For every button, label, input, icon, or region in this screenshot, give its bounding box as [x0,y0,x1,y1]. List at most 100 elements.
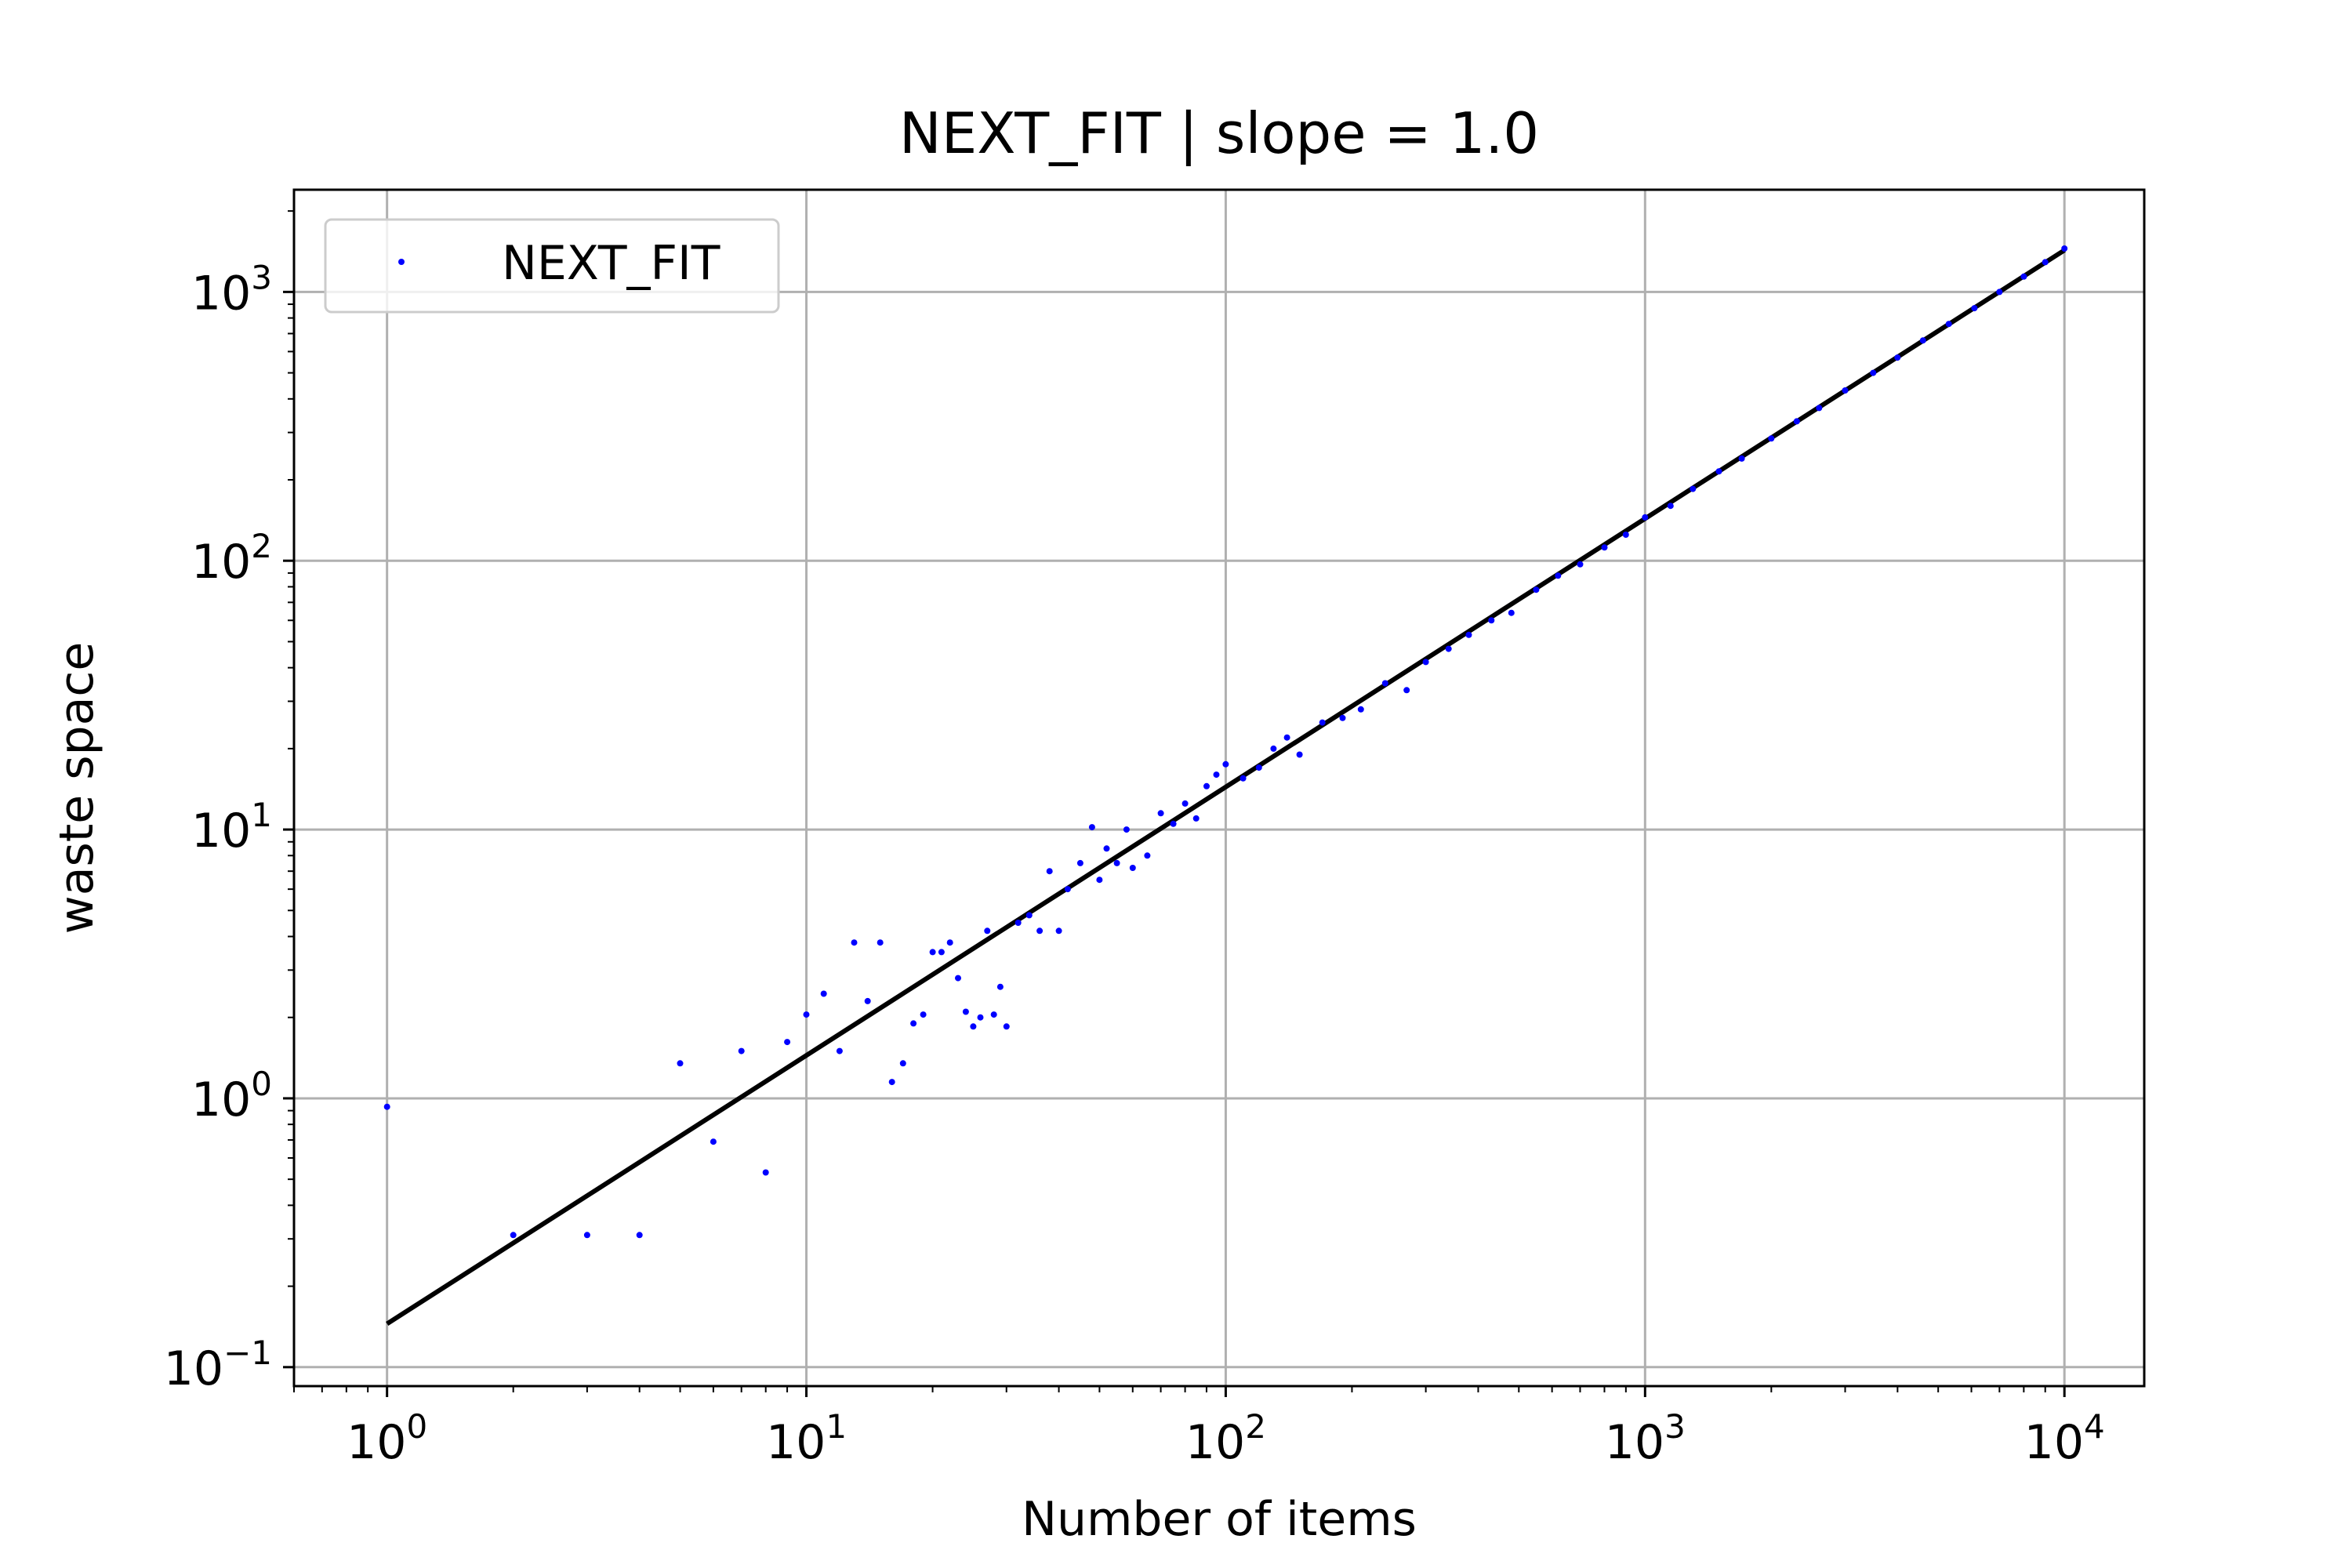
data-point [1096,877,1103,884]
data-point [1577,561,1584,568]
data-point [946,939,953,946]
x-tick-label: 103 [1605,1407,1686,1470]
y-tick-label: 103 [191,258,272,321]
y-tick-label: 101 [191,796,272,858]
data-point [1642,514,1649,521]
data-point [1064,886,1071,893]
data-point [1667,503,1674,510]
data-point [1488,617,1495,624]
data-point [1445,645,1452,652]
data-point [2042,259,2049,266]
data-point [1894,354,1901,361]
data-point [510,1232,517,1239]
data-point [1181,800,1189,807]
data-point [583,1232,590,1239]
data-point [1076,859,1083,866]
data-point [1622,532,1629,538]
legend-marker [398,259,405,265]
data-point [1123,826,1130,833]
data-point [1240,775,1247,782]
data-point [851,939,858,946]
y-tick-label: 10−1 [164,1334,272,1396]
data-point [1403,687,1410,694]
data-point [1055,927,1062,935]
data-point [899,1060,906,1067]
data-point [1381,680,1388,687]
data-point [996,983,1004,990]
data-point [1170,820,1177,827]
data-point [1283,734,1290,741]
data-point [1793,418,1800,425]
data-point [1339,714,1346,721]
data-point [1690,485,1697,492]
x-tick-label: 101 [766,1407,847,1470]
data-point [1157,810,1164,817]
series-layer [383,245,2068,1327]
data-point [1768,435,1775,442]
data-point [1296,751,1303,758]
ticks: 100 101 102 103 104 10−1 100 101 102 103 [164,210,2105,1470]
data-point [864,997,871,1004]
data-point [1144,852,1151,859]
data-point [929,949,936,956]
y-tick-label: 100 [191,1065,272,1127]
data-point [1103,845,1110,852]
data-point [1357,706,1364,713]
legend: NEXT_FIT [324,218,780,314]
data-point [1945,321,1952,328]
data-point [1003,1023,1010,1030]
data-point [962,1008,969,1015]
data-point [1088,824,1095,831]
legend-box [324,218,780,314]
data-point [1842,387,1849,394]
y-axis-label: waste space [49,642,104,935]
data-point [1129,865,1136,871]
data-point [1014,920,1022,926]
data-point [955,975,961,982]
x-tick-label: 102 [1185,1407,1266,1470]
data-point [1870,369,1877,376]
data-point [1971,305,1978,312]
data-point [1319,719,1326,726]
data-point [920,1011,927,1018]
data-point [677,1060,684,1067]
data-point [1213,771,1220,779]
x-tick-label: 100 [347,1407,427,1470]
data-point [1601,544,1608,551]
data-point [383,1103,390,1110]
data-point [1508,609,1515,616]
data-point [1996,289,2003,296]
x-axis-label: Number of items [1022,1492,1417,1547]
data-point [836,1047,843,1054]
y-tick-label: 102 [191,527,272,590]
data-point [1919,337,1926,344]
data-point [1192,815,1200,822]
data-point [803,1011,810,1018]
data-point [1422,659,1429,666]
fit-line [386,248,2066,1327]
data-point [2061,245,2068,252]
data-point [784,1039,791,1046]
x-tick-label: 104 [2024,1407,2105,1470]
plot-frame [292,188,2146,1388]
data-point [1255,764,1262,771]
data-point [762,1169,769,1176]
legend-label: NEXT_FIT [502,236,720,291]
data-point [1555,572,1562,579]
data-point [970,1023,977,1030]
data-point [1025,912,1033,919]
data-point [1465,631,1472,638]
data-point [738,1047,745,1054]
data-point [910,1020,917,1027]
data-point [938,949,945,956]
data-point [1533,586,1540,593]
data-point [1222,760,1229,768]
data-point [977,1014,984,1021]
data-point [888,1079,895,1086]
data-point [1816,405,1823,412]
data-point [1113,859,1120,866]
data-point [1270,745,1277,752]
data-point [1738,455,1745,462]
data-point [636,1232,643,1239]
